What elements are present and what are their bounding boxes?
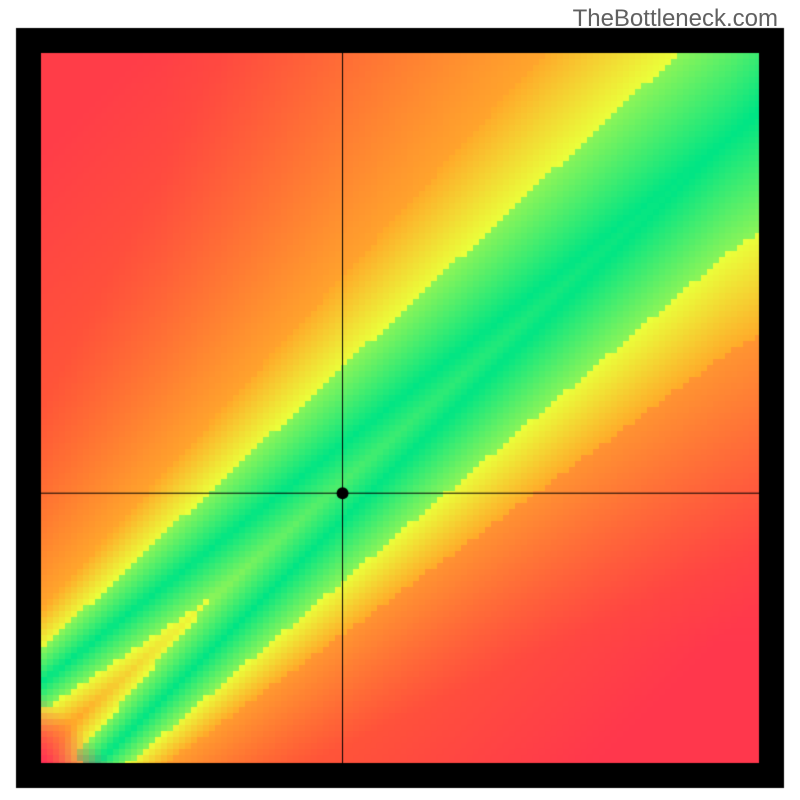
- heatmap-canvas: [0, 0, 800, 800]
- chart-container: TheBottleneck.com: [0, 0, 800, 800]
- watermark-text: TheBottleneck.com: [573, 5, 778, 33]
